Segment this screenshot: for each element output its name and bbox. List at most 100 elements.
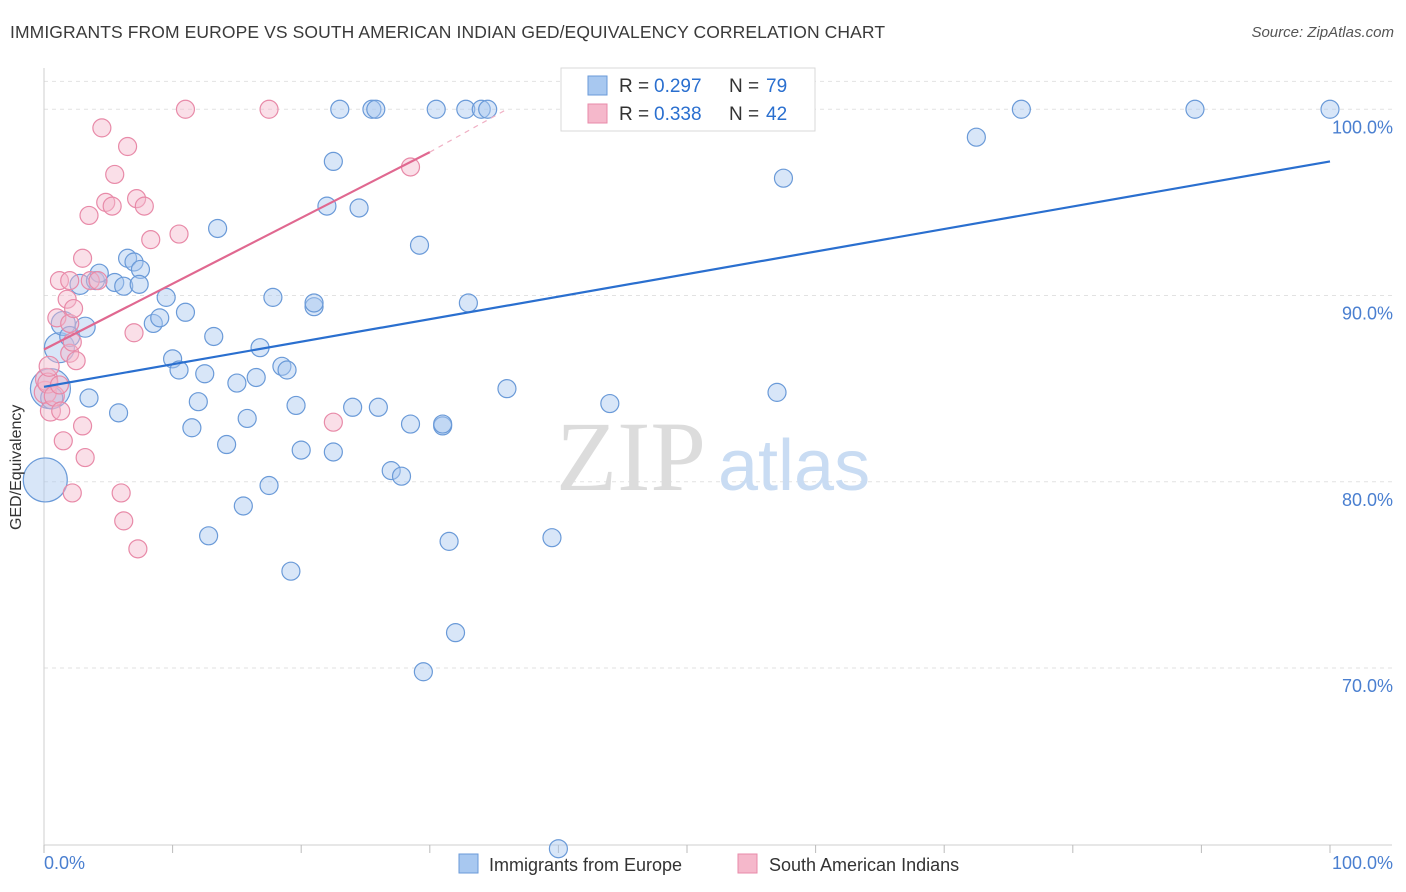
data-point: [767, 382, 787, 402]
stats-r-value: 0.338: [654, 104, 702, 125]
data-point: [49, 271, 70, 291]
series-immigrants-from-europe: [22, 99, 1340, 859]
data-point: [169, 224, 189, 244]
data-point: [43, 332, 76, 364]
data-point: [471, 99, 491, 119]
data-point: [542, 528, 562, 548]
data-point: [286, 395, 306, 416]
data-point: [227, 373, 247, 393]
data-point: [124, 252, 144, 272]
data-point: [400, 414, 421, 434]
data-point: [773, 168, 794, 188]
data-point: [281, 561, 301, 581]
data-point: [237, 408, 257, 429]
data-point: [1011, 99, 1031, 119]
data-point: [53, 431, 73, 451]
stats-r-label: R =: [619, 104, 649, 125]
source-label: Source: ZipAtlas.com: [1251, 24, 1394, 41]
data-point: [150, 308, 170, 328]
x-tick-label: 0.0%: [44, 853, 85, 873]
watermark: ZIP atlas: [556, 401, 870, 512]
series-south-american-indians: [33, 99, 421, 559]
watermark-zip: ZIP: [556, 401, 706, 512]
data-point: [343, 397, 363, 417]
data-point: [433, 414, 453, 434]
data-point: [391, 466, 412, 486]
data-point: [548, 839, 569, 859]
data-point: [188, 392, 208, 412]
tick-labels: 70.0% 80.0% 90.0% 100.0% 0.0% 100.0%: [44, 117, 1393, 873]
data-point: [80, 271, 100, 291]
data-point: [79, 388, 99, 408]
data-point: [208, 218, 228, 239]
grid-lines: [44, 80, 1392, 669]
data-point: [57, 289, 77, 309]
legend-label-south-american: South American Indians: [769, 855, 959, 875]
data-point: [263, 287, 283, 307]
data-point: [175, 99, 196, 119]
stats-r-label: R =: [619, 76, 649, 97]
data-point: [400, 157, 421, 177]
data-point: [349, 198, 369, 218]
data-point: [1320, 99, 1340, 119]
data-point: [330, 99, 350, 119]
data-point: [456, 99, 476, 119]
data-point: [195, 364, 215, 384]
data-point: [111, 483, 131, 503]
data-point: [413, 662, 433, 682]
trend-lines: [43, 108, 1331, 388]
data-point: [204, 326, 224, 347]
y-tick-label: 90.0%: [1342, 304, 1393, 324]
data-point: [108, 403, 129, 423]
stats-swatch-pink: [587, 103, 608, 124]
axes: [43, 68, 1392, 853]
data-point: [259, 99, 279, 119]
y-tick-label: 80.0%: [1342, 490, 1393, 510]
data-point: [246, 367, 266, 388]
data-point: [60, 271, 80, 291]
data-point: [381, 461, 401, 481]
data-point: [114, 511, 134, 531]
data-point: [277, 360, 297, 380]
stats-legend: R = 0.297 N = 79 R = 0.338 N = 42: [560, 67, 816, 132]
data-point: [156, 287, 176, 307]
data-point: [323, 442, 343, 462]
data-point: [60, 313, 80, 334]
data-point: [217, 434, 237, 455]
data-point: [182, 418, 202, 438]
stats-n-label: N =: [729, 76, 759, 97]
data-point: [38, 355, 60, 377]
data-point: [62, 483, 82, 503]
data-point: [426, 99, 446, 119]
data-point: [1185, 99, 1205, 119]
data-point: [409, 235, 430, 255]
data-point: [323, 412, 343, 432]
data-point: [66, 351, 86, 371]
data-point: [966, 127, 986, 147]
data-point: [72, 248, 93, 268]
data-point: [291, 440, 311, 460]
series-legend: Immigrants from Europe South American In…: [458, 853, 959, 875]
data-point: [92, 118, 112, 138]
legend-swatch-blue: [458, 853, 479, 874]
stats-r-value: 0.297: [654, 76, 702, 97]
data-point: [128, 539, 148, 559]
data-point: [63, 298, 84, 319]
data-point: [272, 356, 292, 376]
legend-label-europe: Immigrants from Europe: [489, 855, 682, 875]
data-point: [105, 164, 125, 185]
trend-line-south-american: [43, 151, 431, 351]
data-point: [126, 189, 147, 209]
data-point: [368, 397, 388, 417]
y-axis-label: GED/Equivalency: [8, 404, 25, 530]
data-point: [458, 293, 478, 313]
data-point: [75, 447, 95, 468]
data-point: [445, 623, 466, 643]
data-point: [134, 196, 154, 216]
y-tick-label: 100.0%: [1332, 117, 1393, 137]
stats-n-label: N =: [729, 104, 759, 125]
data-point: [366, 99, 386, 119]
data-point: [22, 457, 68, 503]
data-point: [497, 379, 517, 399]
